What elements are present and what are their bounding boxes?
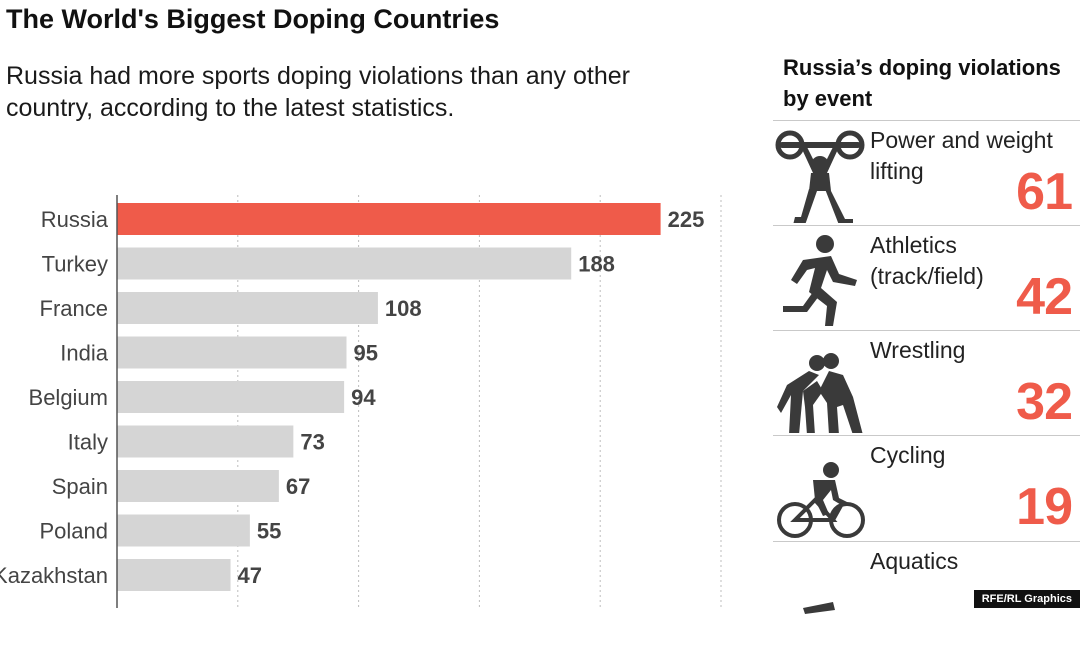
weightlifting-icon [775, 130, 865, 223]
event-panel-title: Russia’s doping violations by event [783, 55, 1061, 111]
category-label: Kazakhstan [0, 563, 108, 588]
event-row-weightlifting: Power and weight lifting 61 [773, 120, 1080, 225]
value-label: 73 [300, 430, 324, 455]
cycling-icon [777, 462, 865, 538]
value-label: 188 [578, 252, 615, 277]
chart-subtitle: Russia had more sports doping violations… [6, 62, 630, 122]
category-label: Belgium [29, 385, 108, 410]
event-row-cycling: Cycling 19 [773, 435, 1080, 540]
category-label: Russia [41, 207, 109, 232]
value-label: 47 [238, 563, 262, 588]
chart-title: The World's Biggest Doping Countries [6, 4, 500, 34]
swimming-icon [803, 602, 835, 614]
bar-kazakhstan [117, 559, 231, 591]
category-label: Turkey [42, 252, 108, 277]
bar-italy [117, 425, 294, 458]
wrestling-icon [777, 353, 863, 433]
event-value: 42 [1016, 268, 1073, 326]
value-label: 95 [354, 341, 378, 366]
event-label: Wrestling [870, 337, 966, 363]
bar-belgium [117, 381, 345, 413]
event-label: Athletics (track/field) [870, 232, 984, 289]
value-label: 67 [286, 474, 310, 499]
value-label: 108 [385, 296, 422, 321]
bar-spain [117, 470, 279, 502]
event-label: Aquatics [870, 548, 959, 574]
category-label: Spain [52, 474, 108, 499]
value-label: 94 [351, 385, 376, 410]
bar-france [117, 292, 378, 324]
bar-chart: Russia 225 Turkey 188 France 108 India 95 Belgiu… [0, 195, 722, 608]
credit-badge: RFE/RL Graphics [973, 590, 1080, 608]
value-label: 55 [257, 519, 281, 544]
value-label: 225 [668, 207, 705, 232]
event-row-wrestling: Wrestling 32 [773, 330, 1080, 435]
event-value: 19 [1016, 478, 1073, 536]
bar-poland [117, 514, 250, 547]
event-row-athletics: Athletics (track/field) 42 [773, 225, 1080, 330]
category-label: Italy [68, 430, 108, 455]
event-value: 61 [1016, 163, 1073, 221]
bar-turkey [117, 247, 572, 280]
bar-russia [117, 203, 661, 235]
category-label: India [60, 341, 108, 366]
event-label: Power and weight lifting [870, 127, 1053, 184]
event-value: 32 [1016, 373, 1073, 431]
running-icon [783, 235, 857, 326]
bar-india [117, 336, 347, 369]
category-label: France [40, 296, 108, 321]
event-label: Cycling [870, 442, 946, 468]
category-label: Poland [39, 519, 108, 544]
